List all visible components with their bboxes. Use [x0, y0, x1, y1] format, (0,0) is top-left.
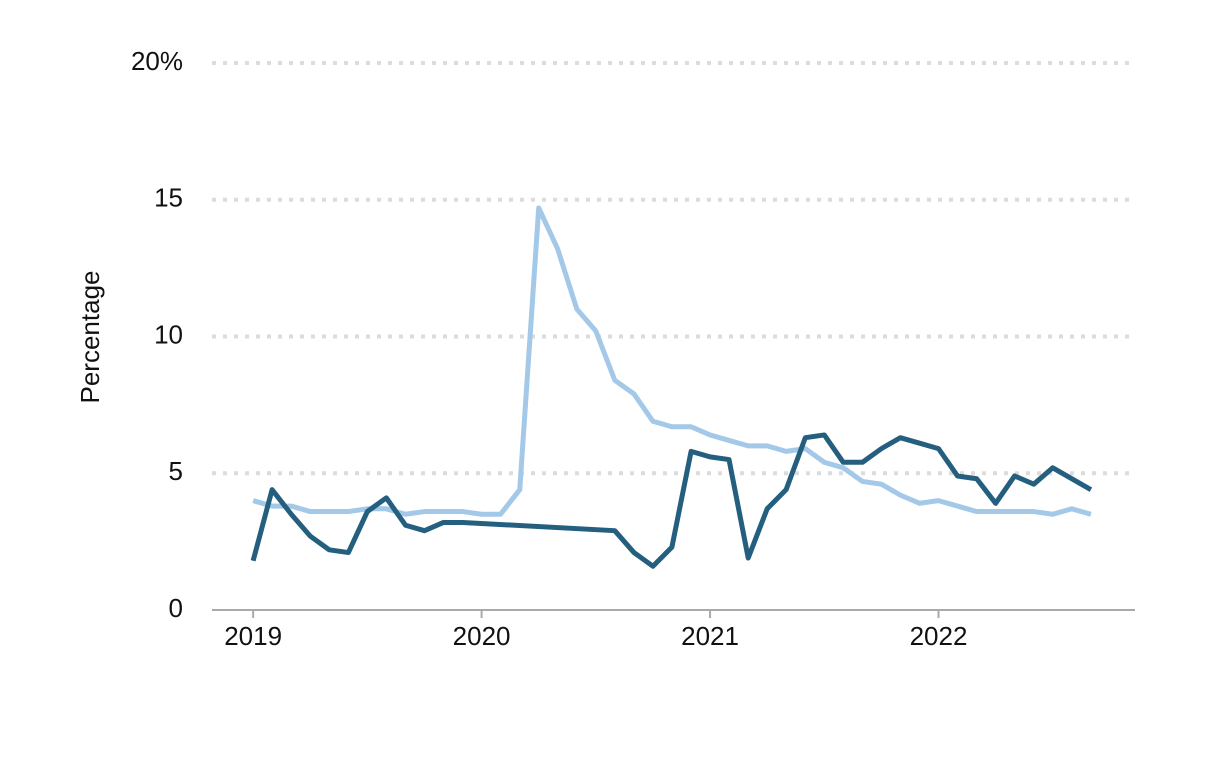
x-tick-label: 2021	[681, 621, 739, 651]
y-tick-label: 15	[154, 183, 183, 213]
line-series	[252, 205, 1092, 517]
x-tick-label: 2022	[910, 621, 968, 651]
x-tick-label: 2019	[224, 621, 282, 651]
y-tick-label: 5	[169, 456, 183, 486]
y-axis-label: Percentage	[75, 271, 105, 404]
line-series	[250, 432, 1093, 569]
x-tick-label: 2020	[453, 621, 511, 651]
y-tick-label: 0	[169, 593, 183, 623]
y-tick-label: 10	[154, 319, 183, 349]
y-tick-label: 20%	[131, 46, 183, 76]
